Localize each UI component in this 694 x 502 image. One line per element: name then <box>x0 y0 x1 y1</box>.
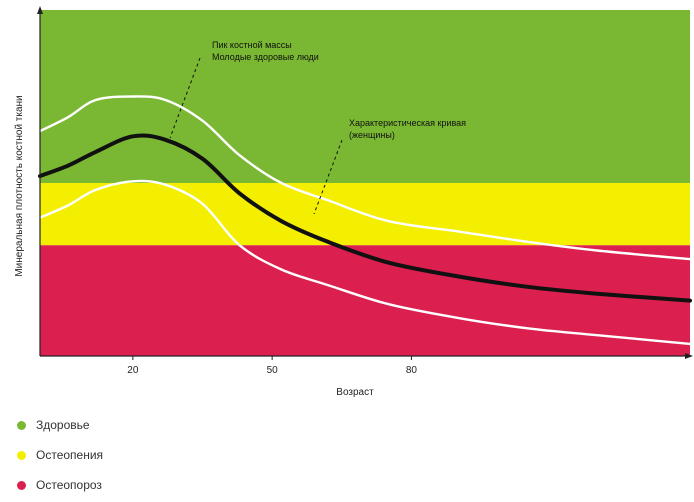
bone-density-chart: 20 50 80 Пик костной массы Молодые здоровы… <box>14 6 693 398</box>
chart-legend: Здоровье Остеопения Остеопороз <box>14 410 314 500</box>
ticks-layer: 20 50 80 <box>127 356 417 376</box>
zones-layer <box>40 10 690 356</box>
x-axis-arrow <box>685 353 693 359</box>
zone-band-2 <box>40 245 690 356</box>
annotation-peak-line-2: Молодые здоровые люди <box>212 52 319 62</box>
series-line-mean <box>38 133 692 303</box>
annotation-curve-line-2: (женщины) <box>349 130 395 140</box>
x-tick-label-80: 80 <box>406 365 418 376</box>
legend-item-osteopenia: Остеопения <box>14 440 314 470</box>
annotations-layer: Пик костной массы Молодые здоровые люди … <box>169 40 466 215</box>
series-line-upper <box>38 95 692 261</box>
legend-healthy-dot <box>17 420 26 430</box>
legend-osteoporosis-label: Остеопороз <box>36 478 102 492</box>
x-tick-label-50: 50 <box>267 365 279 376</box>
legend-item-osteoporosis: Остеопороз <box>14 470 314 500</box>
legend-healthy-label: Здоровье <box>36 418 90 432</box>
legend-item-healthy: Здоровье <box>14 410 314 440</box>
annotation-peak-pointer <box>169 57 201 139</box>
x-axis-label: Возраст <box>336 387 374 398</box>
series-line-lower <box>38 179 692 346</box>
axes-layer <box>37 6 693 359</box>
annotation-curve-line-1: Характеристическая кривая <box>349 118 466 128</box>
legend-osteopenia-dot <box>17 450 26 460</box>
annotation-peak-line-1: Пик костной массы <box>212 40 292 50</box>
legend-osteopenia-label: Остеопения <box>36 448 104 462</box>
y-axis-arrow <box>37 6 43 14</box>
series-layer <box>38 95 692 346</box>
legend-osteoporosis-dot <box>17 480 26 490</box>
annotation-curve-pointer <box>313 139 343 215</box>
x-tick-label-20: 20 <box>127 365 139 376</box>
y-axis-label: Минеральная плотность костной ткани <box>14 95 25 276</box>
